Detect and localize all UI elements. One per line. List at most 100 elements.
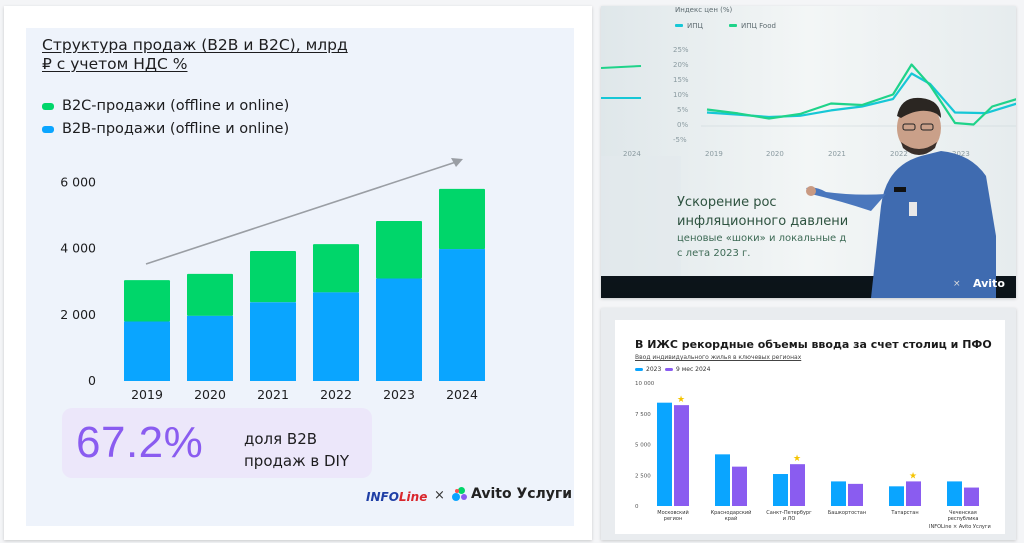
presentation-photo-panel: 25% 20% 15% 10% 5% 0% -5% 2019 2020 2021 2022 20… [601, 6, 1016, 298]
bar-b2b [124, 321, 170, 381]
legend-cpi-food: ИПЦ Food [741, 22, 776, 30]
izhs-bar-2024 [674, 405, 689, 506]
slide-text-2: с лета 2023 г. [677, 248, 750, 259]
izhs-bar-2023 [657, 402, 672, 506]
izhs-legend-2024: 9 мес 2024 [665, 366, 710, 373]
izhs-bar-2023 [831, 481, 846, 506]
svg-text:2020: 2020 [766, 150, 784, 158]
izhs-bar-2024 [790, 464, 805, 506]
izhs-x-label: край [725, 515, 738, 522]
presentation-photo: 25%20%15% 10%5%0%-5% 2019 2020 2021 2022 20… [601, 6, 1016, 298]
star-icon: ★ [909, 471, 917, 481]
svg-text:0%: 0% [677, 121, 688, 129]
y-tick-label: 2 000 [60, 307, 96, 322]
izhs-panel: В ИЖС рекордные объемы ввода за счет сто… [601, 308, 1016, 540]
svg-text:5%: 5% [677, 106, 688, 114]
legend-b2b: B2B-продажи (offline и online) [42, 121, 289, 137]
avito-uslugi-logo: Avito Услуги [452, 486, 572, 502]
svg-text:2023: 2023 [952, 150, 970, 158]
izhs-x-label: и ЛО [783, 516, 796, 522]
bar-b2c [250, 251, 296, 303]
x-tick-label: 2020 [194, 387, 226, 402]
x-tick-label: 2021 [257, 387, 289, 402]
svg-text:2021: 2021 [828, 150, 846, 158]
izhs-y-tick: 5 000 [635, 443, 651, 449]
cpi-series-line [706, 63, 1016, 126]
trend-arrow-head [451, 158, 463, 167]
legend-b2c-label: B2C-продажи (offline и online) [62, 98, 290, 114]
svg-text:20%: 20% [673, 61, 689, 69]
svg-text:15%: 15% [673, 76, 689, 84]
bar-b2c [439, 188, 485, 250]
legend-cpi: ИПЦ [687, 22, 704, 30]
izhs-x-label: Чеченская [949, 510, 977, 516]
legend-b2c: B2C-продажи (offline и online) [42, 98, 289, 114]
sales-structure-panel: Структура продаж (B2B и B2C), млрд ₽ с у… [4, 6, 592, 540]
cpi-y-axis: 25% 20% 15% 10% 5% 0% -5% [673, 46, 689, 144]
legend-b2b-swatch [42, 125, 54, 133]
x-tick-label: 2024 [446, 387, 478, 402]
svg-text:2022: 2022 [890, 150, 908, 158]
avito-dots-icon [452, 487, 468, 501]
b2b-share-text: доля B2B продаж в DIY [244, 430, 350, 470]
chart-title: Структура продаж (B2B и B2C), млрд ₽ с у… [42, 36, 348, 73]
izhs-y-tick: 7 500 [635, 412, 651, 418]
svg-text:2024: 2024 [623, 150, 641, 158]
izhs-x-label: Санкт-Петербург [766, 510, 812, 516]
izhs-bar-2024 [964, 487, 979, 506]
izhs-card: В ИЖС рекордные объемы ввода за счет сто… [615, 320, 1005, 534]
cpi-x-axis: 2019 2020 2021 2022 2023 2024 [623, 150, 970, 158]
bar-b2b [439, 249, 485, 381]
izhs-y-tick: 2 500 [635, 473, 651, 479]
izhs-bar-2023 [947, 481, 962, 506]
izhs-y-tick: 0 [635, 504, 639, 510]
izhs-bar-2023 [773, 474, 788, 506]
bar-b2b [187, 315, 233, 381]
bar-b2b [376, 278, 422, 381]
cpi-chart-heading: Индекс цен (%) [675, 6, 733, 14]
izhs-y-tick: 10 000 [635, 381, 655, 387]
star-icon: ★ [793, 454, 801, 464]
bar-b2c [187, 273, 233, 316]
izhs-subtitle: Ввод индивидуального жилья в ключевых ре… [635, 354, 802, 361]
legend-b2c-swatch [42, 102, 54, 110]
slide-text-1: ценовые «шоки» и локальные д [677, 233, 846, 244]
star-icon: ★ [677, 395, 685, 405]
izhs-title: В ИЖС рекордные объемы ввода за счет сто… [635, 338, 992, 351]
bar-b2c [124, 280, 170, 322]
izhs-legend-2023: 2023 [635, 366, 661, 373]
svg-text:10%: 10% [673, 91, 689, 99]
izhs-bar-2024 [732, 466, 747, 506]
stacked-bar-chart: 0 2 000 4 000 6 000 2019 2020 2021 2022 2023 2024 [60, 158, 485, 402]
x-tick-label: 2023 [383, 387, 415, 402]
bar-b2c [313, 244, 359, 293]
izhs-bar-2024 [848, 483, 863, 506]
slide-heading-2: инфляционного давлени [677, 214, 848, 229]
infoline-logo: INFOLine [366, 490, 428, 504]
x-tick-label: 2022 [320, 387, 352, 402]
svg-text:2019: 2019 [705, 150, 723, 158]
izhs-x-label: Татарстан [890, 510, 918, 516]
izhs-logos: INFOLine × Avito Услуги [929, 524, 991, 530]
logo-separator: × [434, 488, 445, 503]
y-tick-label: 6 000 [60, 175, 96, 190]
izhs-x-label: Краснодарский [711, 509, 752, 516]
b2b-share-value: 67.2% [76, 418, 204, 467]
trend-arrow-line [145, 161, 457, 265]
photo-logo-separator: × [953, 279, 961, 289]
izhs-bar-2023 [889, 486, 904, 506]
y-tick-label: 0 [88, 373, 96, 388]
cpi-lines [706, 63, 1016, 126]
izhs-x-label: Башкортостан [828, 510, 866, 516]
y-tick-label: 4 000 [60, 241, 96, 256]
photo-avito-logo: Avito [973, 277, 1005, 290]
izhs-bar-2023 [715, 454, 730, 506]
izhs-x-label: Московский [657, 509, 688, 516]
bar-b2b [313, 292, 359, 381]
x-tick-label: 2019 [131, 387, 163, 402]
legend-b2b-label: B2B-продажи (offline и online) [62, 121, 290, 137]
izhs-bar-2024 [906, 481, 921, 506]
bar-b2b [250, 302, 296, 381]
izhs-x-label: регион [664, 516, 682, 522]
